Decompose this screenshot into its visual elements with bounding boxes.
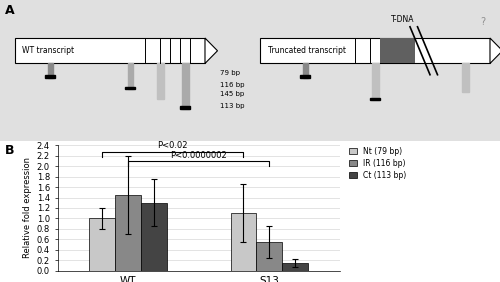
Text: 79 bp: 79 bp bbox=[220, 70, 240, 76]
Text: P<0.0000002: P<0.0000002 bbox=[170, 151, 227, 160]
Bar bbox=[370, 98, 380, 100]
Bar bbox=[156, 63, 164, 99]
Bar bbox=[302, 63, 308, 78]
Y-axis label: Relative fold expression: Relative fold expression bbox=[24, 157, 32, 259]
Bar bbox=[372, 63, 378, 100]
Bar bbox=[115, 195, 141, 271]
Bar bbox=[125, 87, 135, 89]
Polygon shape bbox=[490, 38, 500, 63]
Bar bbox=[48, 63, 52, 78]
Polygon shape bbox=[205, 38, 218, 63]
Text: 113 bp: 113 bp bbox=[220, 103, 244, 109]
Bar bbox=[141, 203, 167, 271]
Bar bbox=[462, 63, 468, 92]
Bar bbox=[90, 219, 115, 271]
Bar bbox=[128, 63, 132, 89]
Bar bbox=[300, 76, 310, 78]
Bar bbox=[45, 76, 55, 78]
Text: P<0.02: P<0.02 bbox=[158, 142, 188, 151]
Legend: Nt (79 bp), IR (116 bp), Ct (113 bp): Nt (79 bp), IR (116 bp), Ct (113 bp) bbox=[350, 147, 406, 180]
Bar bbox=[15, 38, 205, 63]
Text: B: B bbox=[5, 144, 15, 157]
Text: Truncated transcript: Truncated transcript bbox=[268, 46, 345, 55]
Bar bbox=[260, 38, 490, 63]
Bar bbox=[182, 63, 188, 109]
Text: 145 bp: 145 bp bbox=[220, 91, 244, 98]
Bar bbox=[230, 213, 256, 271]
Bar bbox=[180, 106, 190, 109]
Text: WT transcript: WT transcript bbox=[22, 46, 74, 55]
Text: T-DNA: T-DNA bbox=[391, 15, 414, 24]
Bar bbox=[282, 263, 308, 271]
Text: 116 bp: 116 bp bbox=[220, 81, 244, 88]
Text: A: A bbox=[5, 4, 15, 17]
Text: ?: ? bbox=[480, 17, 485, 27]
Bar bbox=[380, 38, 415, 63]
Bar bbox=[256, 242, 282, 271]
